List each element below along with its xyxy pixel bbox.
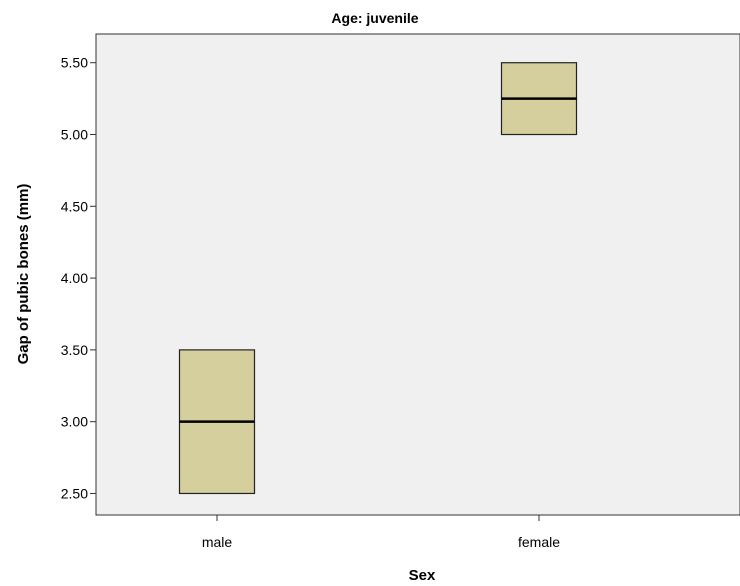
- y-tick-label: 5.50: [61, 55, 88, 71]
- y-tick-label: 5.00: [61, 127, 88, 143]
- x-tick-label: female: [518, 534, 560, 550]
- box-group: [178, 62, 578, 495]
- chart-title: Age: juvenile: [331, 10, 418, 26]
- y-tick-label: 4.00: [61, 270, 88, 286]
- y-tick-label: 3.50: [61, 342, 88, 358]
- y-tick-label: 2.50: [61, 485, 88, 501]
- x-axis: male female: [202, 515, 560, 550]
- x-tick-label: male: [202, 534, 233, 550]
- y-axis: 2.50 3.00 3.50 4.00 4.50 5.00 5.50: [61, 55, 96, 501]
- y-tick-label: 4.50: [61, 198, 88, 214]
- y-axis-title: Gap of pubic bones (mm): [15, 184, 32, 365]
- x-axis-title: Sex: [409, 567, 436, 584]
- y-tick-label: 3.00: [61, 414, 88, 430]
